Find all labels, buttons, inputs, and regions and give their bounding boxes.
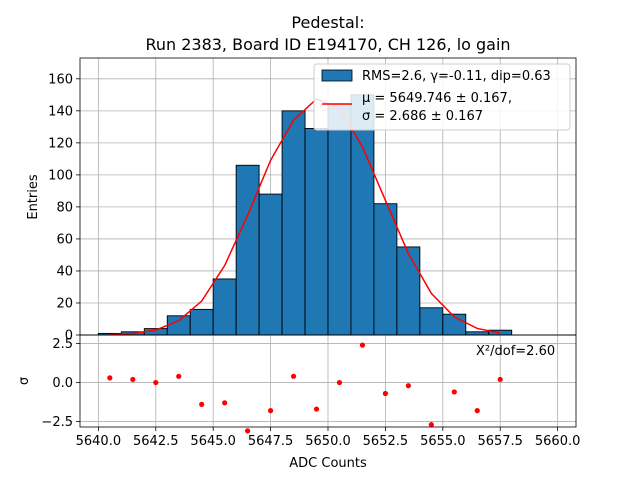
- residual-point: [245, 428, 251, 434]
- x-tick-label: 5645.0: [190, 434, 236, 449]
- histogram-bar: [166, 315, 191, 336]
- residual-point: [153, 379, 159, 386]
- y-tick-label: 120: [48, 136, 73, 151]
- x-tick-label: 5660.0: [535, 434, 581, 449]
- y-tick-label: 2.5: [52, 337, 73, 352]
- residual-point: [290, 373, 297, 379]
- histogram-bar: [396, 246, 421, 336]
- legend-fit-label-line2: σ = 2.686 ± 0.167: [362, 109, 483, 124]
- chart-title-line2: Run 2383, Board ID E194170, CH 126, lo g…: [145, 35, 510, 54]
- residual-point: [497, 376, 503, 383]
- residual-point: [107, 375, 113, 381]
- residual-point: [176, 373, 182, 379]
- residual-point: [222, 400, 228, 406]
- y-tick-label: 100: [48, 168, 73, 183]
- x-tick-label: 5655.0: [420, 434, 466, 449]
- histogram-bar: [373, 203, 398, 336]
- histogram-y-ticks: 0 20 40 60 80 100 120 140 160: [48, 72, 80, 344]
- residuals-y-label: σ: [17, 377, 32, 385]
- x-axis-label: ADC Counts: [289, 456, 367, 471]
- y-tick-label: 40: [56, 264, 73, 279]
- residual-point: [199, 401, 205, 407]
- y-tick-label: 0: [65, 329, 73, 344]
- histogram-bar: [465, 331, 490, 336]
- residuals-x-ticks: 5640.0 5642.5 5645.0 5647.5 5650.0 5652.5 5655…: [76, 427, 581, 449]
- residual-point: [382, 390, 389, 397]
- histogram-y-label: Entries: [26, 174, 41, 220]
- y-tick-label: 20: [56, 296, 73, 311]
- residual-points: [107, 342, 503, 434]
- residual-point: [267, 408, 274, 414]
- chi2-annotation: X²/dof=2.60: [476, 344, 555, 359]
- y-tick-label: 140: [48, 104, 73, 119]
- y-tick-label: −2.5: [41, 415, 73, 430]
- x-tick-label: 5647.5: [248, 434, 294, 449]
- residuals-panel: −2.5 0.0 2.5 5640.0 5642.5 5645.0 5647.5 5650.…: [17, 334, 581, 471]
- residuals-frame: [79, 334, 577, 428]
- histogram-bar: [281, 110, 306, 336]
- histogram-bar: [304, 128, 329, 336]
- y-tick-label: 60: [56, 232, 73, 247]
- x-tick-label: 5657.5: [477, 434, 523, 449]
- histogram-bar: [258, 193, 283, 336]
- legend-fit-label-line1: μ = 5649.746 ± 0.167,: [362, 91, 512, 106]
- x-tick-label: 5640.0: [76, 434, 122, 449]
- y-tick-label: 80: [56, 200, 73, 215]
- y-tick-label: 0.0: [52, 376, 73, 391]
- histogram-bar: [235, 164, 260, 336]
- residual-point: [336, 379, 343, 386]
- legend-bar-label: RMS=2.6, γ=-0.11, dip=0.63: [362, 69, 551, 84]
- legend-bar-swatch: [321, 69, 353, 82]
- residuals-y-ticks: −2.5 0.0 2.5: [41, 337, 80, 430]
- y-tick-label: 160: [48, 72, 73, 87]
- histogram-bar: [350, 94, 375, 336]
- x-tick-label: 5642.5: [133, 434, 179, 449]
- gaussian-fit-line: [109, 98, 501, 336]
- legend: RMS=2.6, γ=-0.11, dip=0.63 μ = 5649.746 …: [313, 63, 571, 131]
- residual-point: [313, 406, 320, 412]
- histogram-bar: [327, 103, 352, 336]
- residual-point: [405, 383, 411, 389]
- residual-point: [428, 422, 434, 428]
- histogram-bar: [189, 308, 214, 336]
- legend-box: [313, 63, 571, 131]
- x-tick-label: 5652.5: [363, 434, 409, 449]
- histogram-bar: [212, 278, 237, 336]
- residual-point: [359, 342, 366, 348]
- residual-point: [130, 376, 136, 383]
- residual-point: [451, 389, 457, 395]
- chart-title-line1: Pedestal:: [291, 13, 364, 32]
- x-tick-label: 5650.0: [305, 434, 351, 449]
- residual-point: [474, 408, 480, 414]
- histogram-bar: [419, 307, 444, 336]
